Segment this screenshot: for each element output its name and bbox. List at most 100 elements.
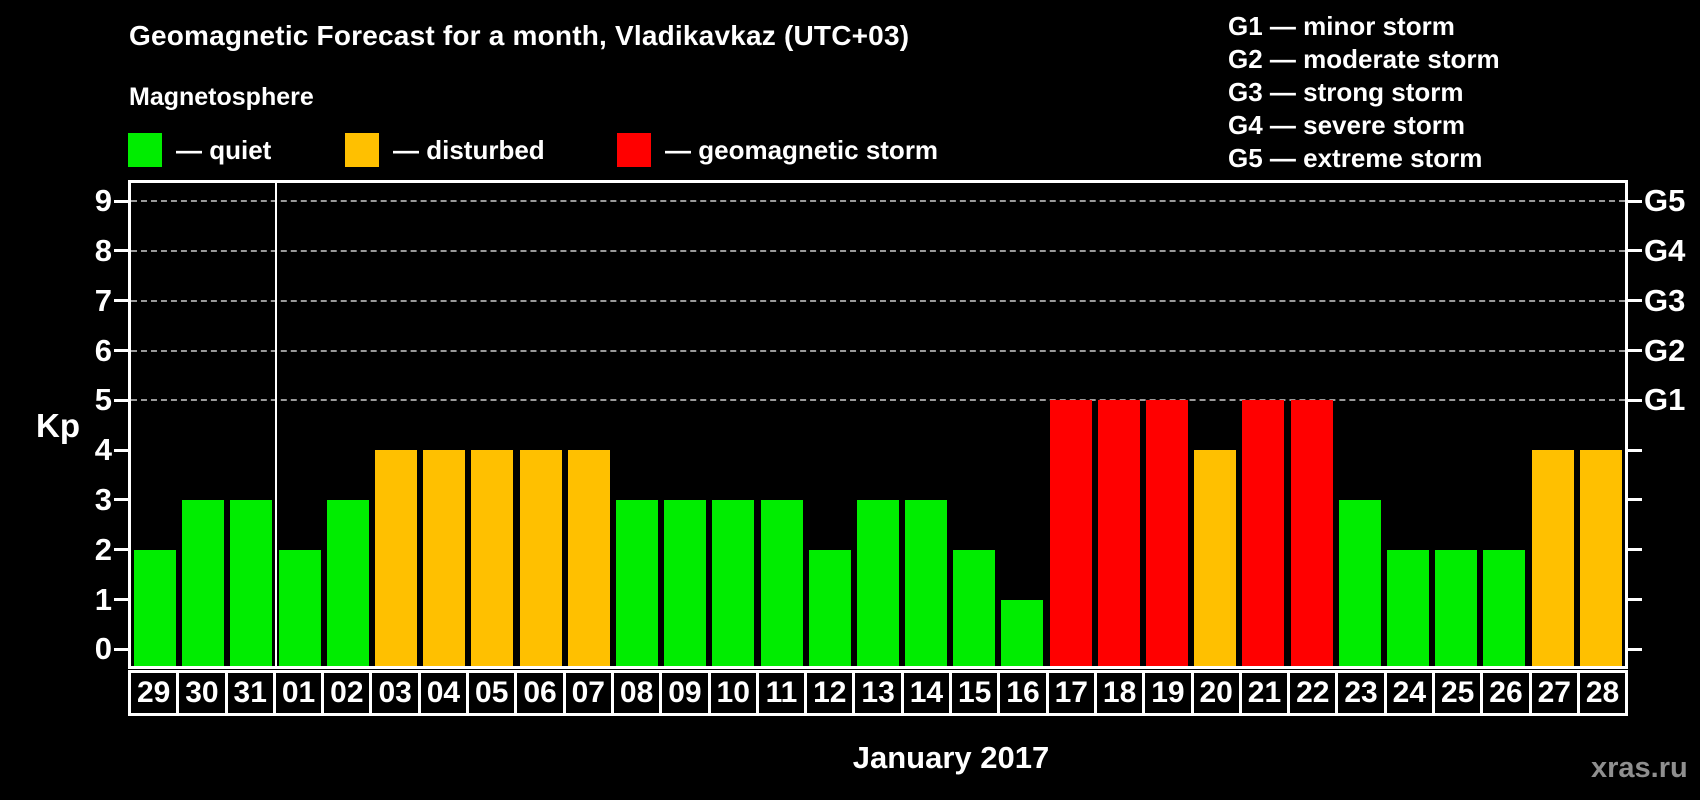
right-axis-tick-1 (1627, 598, 1642, 601)
day-label-12: 12 (804, 673, 852, 713)
legend-item-storm: — geomagnetic storm (617, 133, 938, 167)
g-legend-line-g3: G3 — strong storm (1228, 77, 1464, 107)
legend-label-storm: — geomagnetic storm (665, 134, 939, 165)
left-axis-tick-9 (114, 199, 129, 203)
bar-slot-13 (854, 183, 902, 666)
kp-bar-day-03 (375, 450, 418, 666)
day-label-02: 02 (321, 673, 369, 713)
bar-slot-11 (757, 183, 805, 666)
bar-slot-17 (1047, 183, 1095, 666)
left-axis-tick-4 (114, 448, 129, 452)
day-label-19: 19 (1142, 673, 1190, 713)
right-axis-tick-7 (1627, 299, 1642, 303)
day-label-03: 03 (369, 673, 417, 713)
right-axis-label-g1: G1 (1644, 382, 1686, 418)
day-label-24: 24 (1383, 673, 1432, 713)
g-legend-line-g4: G4 — severe storm (1228, 110, 1466, 140)
bar-slot-04 (420, 183, 468, 666)
gridline-kp-5 (131, 399, 1625, 402)
day-label-26: 26 (1480, 673, 1528, 713)
kp-bar-day-31 (230, 499, 273, 666)
left-axis-tick-1 (114, 598, 129, 601)
kp-bar-day-01 (278, 549, 321, 666)
g-legend-line-g1: G1 — minor storm (1228, 11, 1455, 41)
kp-bar-day-27 (1531, 450, 1574, 666)
y-tick-label-7: 7 (94, 282, 112, 318)
kp-bar-day-13 (856, 499, 899, 666)
x-axis-month-label: January 2017 (852, 740, 1050, 775)
day-label-13: 13 (852, 673, 900, 713)
kp-bar-day-19 (1146, 400, 1189, 666)
kp-bar-day-30 (182, 499, 225, 666)
right-axis-label-g3: G3 (1644, 282, 1686, 318)
kp-bar-day-05 (471, 450, 514, 666)
bar-slot-08 (613, 183, 661, 666)
gridline-kp-6 (131, 349, 1625, 352)
bar-slot-20 (1191, 183, 1239, 666)
left-axis-tick-7 (114, 299, 129, 303)
kp-bar-day-09 (664, 499, 707, 666)
bar-slot-19 (1143, 183, 1191, 666)
day-label-09: 09 (659, 673, 707, 713)
bar-slot-16 (998, 183, 1046, 666)
right-axis-tick-6 (1627, 349, 1642, 352)
kp-bar-day-07 (567, 450, 610, 666)
day-label-15: 15 (949, 673, 997, 713)
gridline-kp-9 (131, 200, 1625, 203)
kp-bar-day-15 (953, 549, 996, 666)
y-tick-label-6: 6 (94, 332, 112, 368)
bar-slot-06 (517, 183, 565, 666)
left-axis-tick-2 (114, 548, 129, 552)
kp-bar-day-04 (423, 450, 466, 666)
bar-slot-29 (131, 183, 179, 666)
day-label-22: 22 (1287, 673, 1335, 713)
y-tick-label-0: 0 (94, 631, 112, 667)
chart-title: Geomagnetic Forecast for a month, Vladik… (129, 20, 910, 51)
day-label-07: 07 (562, 673, 611, 713)
day-label-18: 18 (1093, 673, 1142, 713)
y-axis-label-kp: Kp (36, 407, 80, 444)
bars-layer (131, 183, 1625, 666)
day-label-10: 10 (707, 673, 756, 713)
right-axis-tick-2 (1627, 548, 1642, 552)
bar-slot-07 (565, 183, 613, 666)
bar-slot-14 (902, 183, 950, 666)
bar-slot-23 (1336, 183, 1384, 666)
legend-item-disturbed: — disturbed (345, 133, 545, 167)
day-label-21: 21 (1238, 673, 1287, 713)
right-axis-tick-8 (1627, 249, 1642, 253)
kp-bar-day-24 (1386, 549, 1429, 666)
bar-slot-30 (179, 183, 227, 666)
bar-slot-21 (1239, 183, 1287, 666)
day-label-08: 08 (610, 673, 659, 713)
right-axis-tick-0 (1627, 647, 1642, 651)
day-label-06: 06 (514, 673, 562, 713)
bar-slot-02 (324, 183, 372, 666)
y-tick-label-3: 3 (94, 481, 112, 517)
day-label-25: 25 (1432, 673, 1480, 713)
bar-slot-15 (950, 183, 998, 666)
disturbed-color-swatch (345, 133, 379, 167)
bar-slot-25 (1432, 183, 1480, 666)
legend-label-disturbed: — disturbed (393, 134, 545, 165)
kp-bar-day-12 (808, 549, 851, 666)
y-tick-label-8: 8 (94, 232, 112, 268)
bar-slot-05 (468, 183, 516, 666)
gridline-kp-8 (131, 249, 1625, 252)
day-label-23: 23 (1335, 673, 1383, 713)
kp-bar-day-28 (1579, 450, 1622, 666)
gridline-kp-7 (131, 299, 1625, 302)
right-axis-tick-3 (1627, 498, 1642, 502)
bar-slot-24 (1384, 183, 1432, 666)
day-label-17: 17 (1045, 673, 1094, 713)
kp-bar-day-21 (1242, 400, 1285, 666)
kp-bar-day-29 (134, 549, 177, 666)
g-scale-legend: G1 — minor storm G2 — moderate storm G3 … (1228, 10, 1500, 175)
left-axis-tick-5 (114, 398, 129, 402)
right-axis-label-g4: G4 (1644, 232, 1686, 268)
right-axis-label-g2: G2 (1644, 332, 1686, 368)
kp-bar-day-10 (712, 499, 755, 666)
legend-item-quiet: — quiet (128, 133, 271, 167)
quiet-color-swatch (128, 133, 162, 167)
